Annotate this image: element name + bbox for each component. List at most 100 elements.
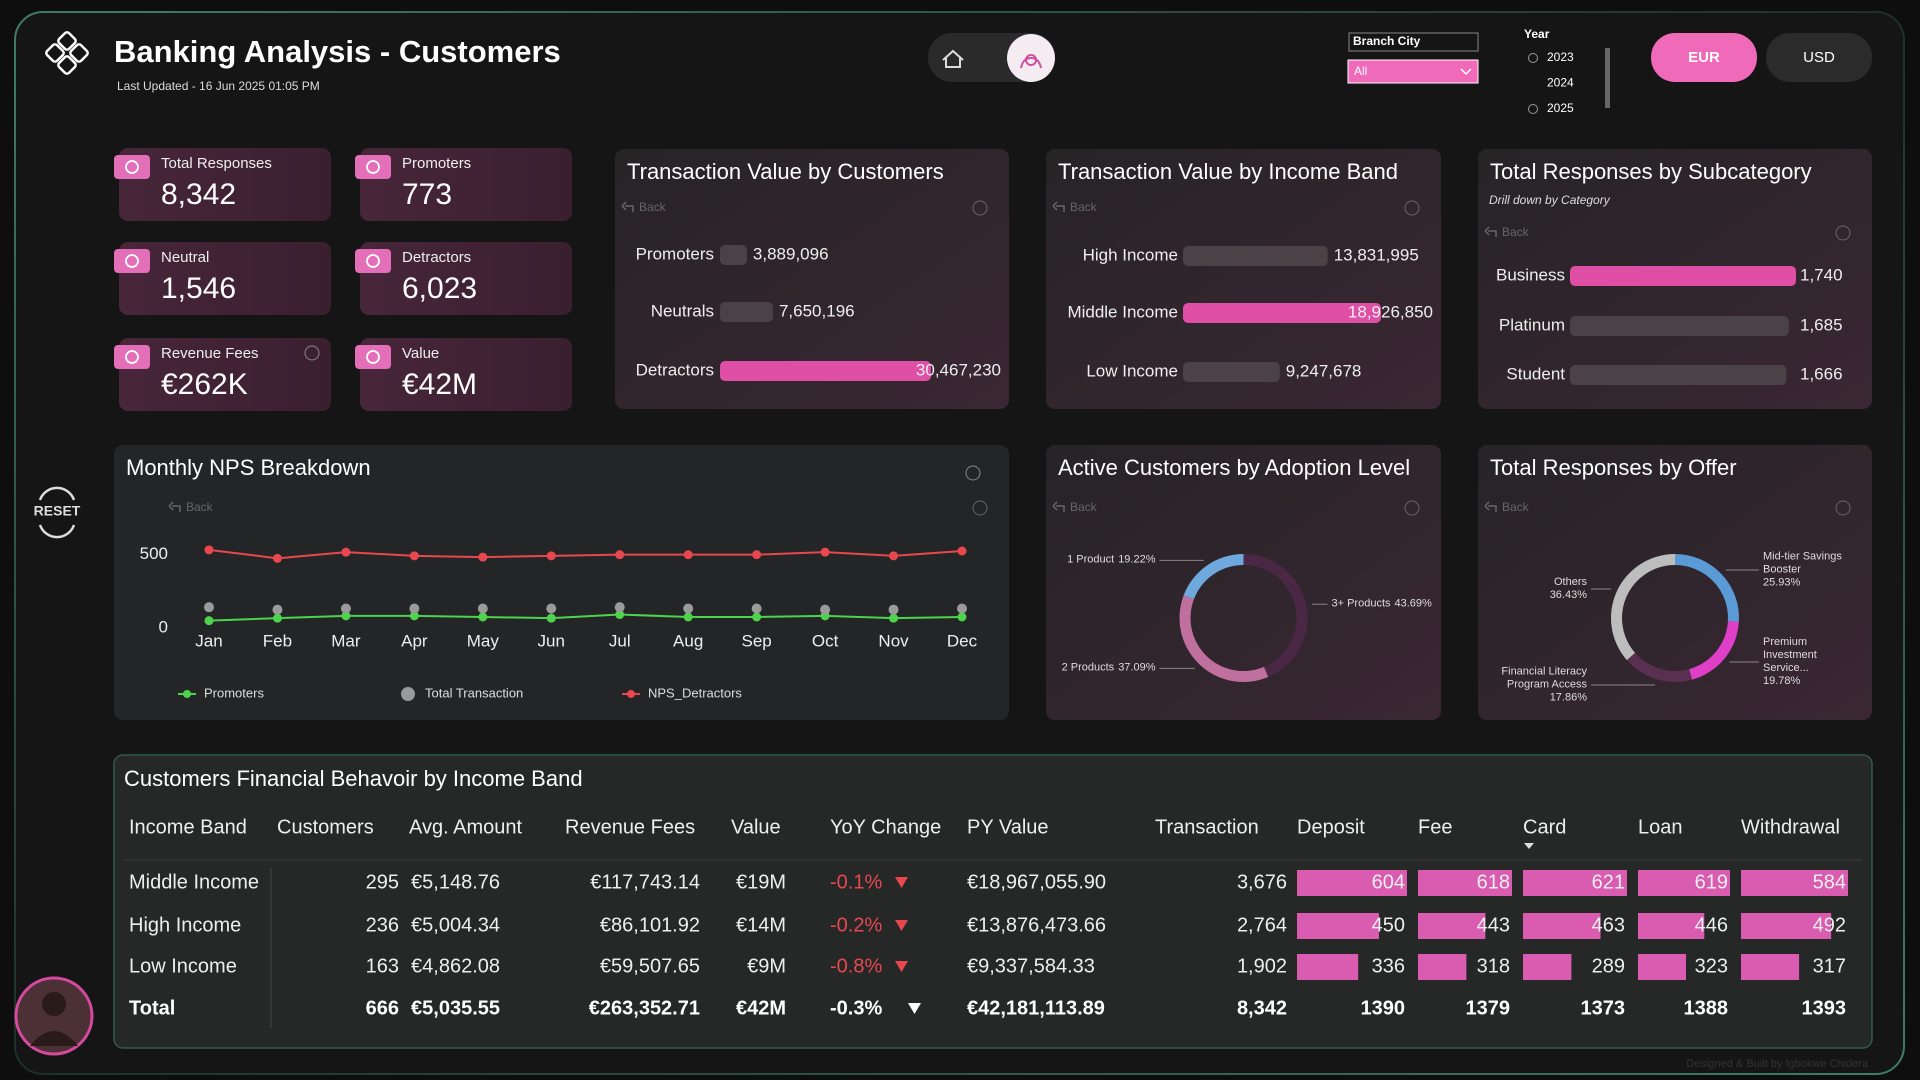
data-point <box>204 616 214 626</box>
data-point <box>820 604 831 615</box>
reset-icon[interactable] <box>38 486 76 539</box>
back-icon[interactable] <box>1052 501 1065 512</box>
bar-label: Middle Income <box>1067 302 1178 321</box>
table-cell: -0.1% <box>830 871 882 893</box>
data-point <box>752 612 762 622</box>
help-icon <box>1404 500 1420 516</box>
legend-marker <box>627 690 635 698</box>
column-header: Deposit <box>1297 816 1365 838</box>
currency-button[interactable] <box>1766 33 1872 82</box>
data-bar <box>1297 913 1379 939</box>
series-line <box>208 548 963 560</box>
table-cell: €5,004.34 <box>411 914 500 936</box>
kpi-icon-glyph <box>125 254 139 268</box>
chart-subtitle: Drill down by Category <box>1489 193 1611 207</box>
donut-segment <box>1675 554 1739 622</box>
kpi-value: 773 <box>402 178 452 211</box>
chart-card <box>1046 445 1441 720</box>
kpi-label: Total Responses <box>161 155 272 172</box>
avatar-head <box>42 992 66 1016</box>
trend-arrow <box>895 920 908 931</box>
data-point <box>546 603 557 614</box>
table-cell: €59,507.65 <box>600 955 700 977</box>
home-icon[interactable] <box>942 49 964 68</box>
back-icon[interactable] <box>168 501 181 512</box>
table-cell: 318 <box>1477 955 1510 977</box>
data-point <box>615 550 625 560</box>
back-icon[interactable] <box>1484 501 1497 512</box>
currency-label[interactable]: EUR <box>1688 49 1720 66</box>
data-bar <box>1638 870 1730 896</box>
kpi-label: Detractors <box>402 249 471 266</box>
bar <box>1570 316 1789 336</box>
bar <box>720 245 747 265</box>
branch-dropdown[interactable] <box>1347 59 1479 84</box>
data-point <box>751 603 762 614</box>
help-icon <box>972 500 988 516</box>
reset-button[interactable]: RESET <box>34 503 81 519</box>
back-icon[interactable] <box>1484 226 1497 237</box>
kpi-icon <box>355 345 391 369</box>
credit: Designed & Built by Igbokwe Chidera <box>1686 1058 1868 1070</box>
table-cell: 236 <box>366 914 399 936</box>
bar <box>1183 246 1328 266</box>
table-cell: €9,337,584.33 <box>967 955 1095 977</box>
year-radio[interactable] <box>1528 104 1538 114</box>
column-header: Avg. Amount <box>409 816 522 838</box>
table-cell: Total <box>129 997 175 1019</box>
x-tick-label: Feb <box>263 631 292 650</box>
trend-arrow <box>895 961 908 972</box>
back-icon[interactable] <box>1052 201 1065 212</box>
page-title: Banking Analysis - Customers <box>114 34 561 69</box>
back-button[interactable]: Back <box>1502 225 1530 239</box>
table-cell: €5,148.76 <box>411 871 500 893</box>
help-icon <box>1404 200 1420 216</box>
currency-label[interactable]: USD <box>1803 49 1835 66</box>
back-icon[interactable] <box>621 201 634 212</box>
table-cell: 621 <box>1592 871 1625 893</box>
data-point <box>888 604 899 615</box>
data-point <box>546 551 556 561</box>
help-icon <box>1835 225 1851 241</box>
kpi-icon-glyph <box>366 350 380 364</box>
year-scroll <box>1605 48 1610 108</box>
year-option[interactable]: 2024 <box>1547 76 1574 90</box>
year-option[interactable]: 2023 <box>1547 50 1574 64</box>
chart-card <box>615 149 1009 409</box>
x-tick-label: Oct <box>812 631 839 650</box>
data-point <box>341 611 351 621</box>
back-button[interactable]: Back <box>639 200 667 214</box>
bar <box>720 302 773 322</box>
data-point <box>204 545 214 555</box>
kpi-label: Promoters <box>402 155 471 172</box>
year-radio[interactable] <box>1528 53 1538 63</box>
kpi-value: 6,023 <box>402 272 477 305</box>
data-point <box>889 551 899 561</box>
table-cell: -0.2% <box>830 914 882 936</box>
back-button[interactable]: Back <box>1502 500 1530 514</box>
data-point <box>341 547 351 557</box>
table-cell: 2,764 <box>1237 914 1287 936</box>
back-button[interactable]: Back <box>1070 500 1098 514</box>
value-label: 3,889,096 <box>753 244 829 263</box>
back-button[interactable]: Back <box>186 500 214 514</box>
data-bar <box>1418 954 1467 980</box>
kpi-card <box>119 148 331 221</box>
table-cell: 604 <box>1372 871 1405 893</box>
legend-marker <box>401 687 415 701</box>
chart-title: Total Responses by Offer <box>1490 455 1737 480</box>
donut-segment <box>1183 554 1244 600</box>
currency-button[interactable] <box>1651 33 1757 82</box>
data-point <box>752 550 762 560</box>
value-label: 18,926,850 <box>1348 302 1433 321</box>
table-title: Customers Financial Behavoir by Income B… <box>124 766 583 791</box>
back-button[interactable]: Back <box>1070 200 1098 214</box>
table-cell: €4,862.08 <box>411 955 500 977</box>
table-cell: 1388 <box>1684 997 1729 1019</box>
year-option[interactable]: 2025 <box>1547 101 1574 115</box>
kpi-icon-glyph <box>366 254 380 268</box>
bar <box>720 361 931 381</box>
kpi-icon-glyph <box>366 160 380 174</box>
kpi-card <box>119 338 331 411</box>
table-cell: 450 <box>1372 914 1405 936</box>
